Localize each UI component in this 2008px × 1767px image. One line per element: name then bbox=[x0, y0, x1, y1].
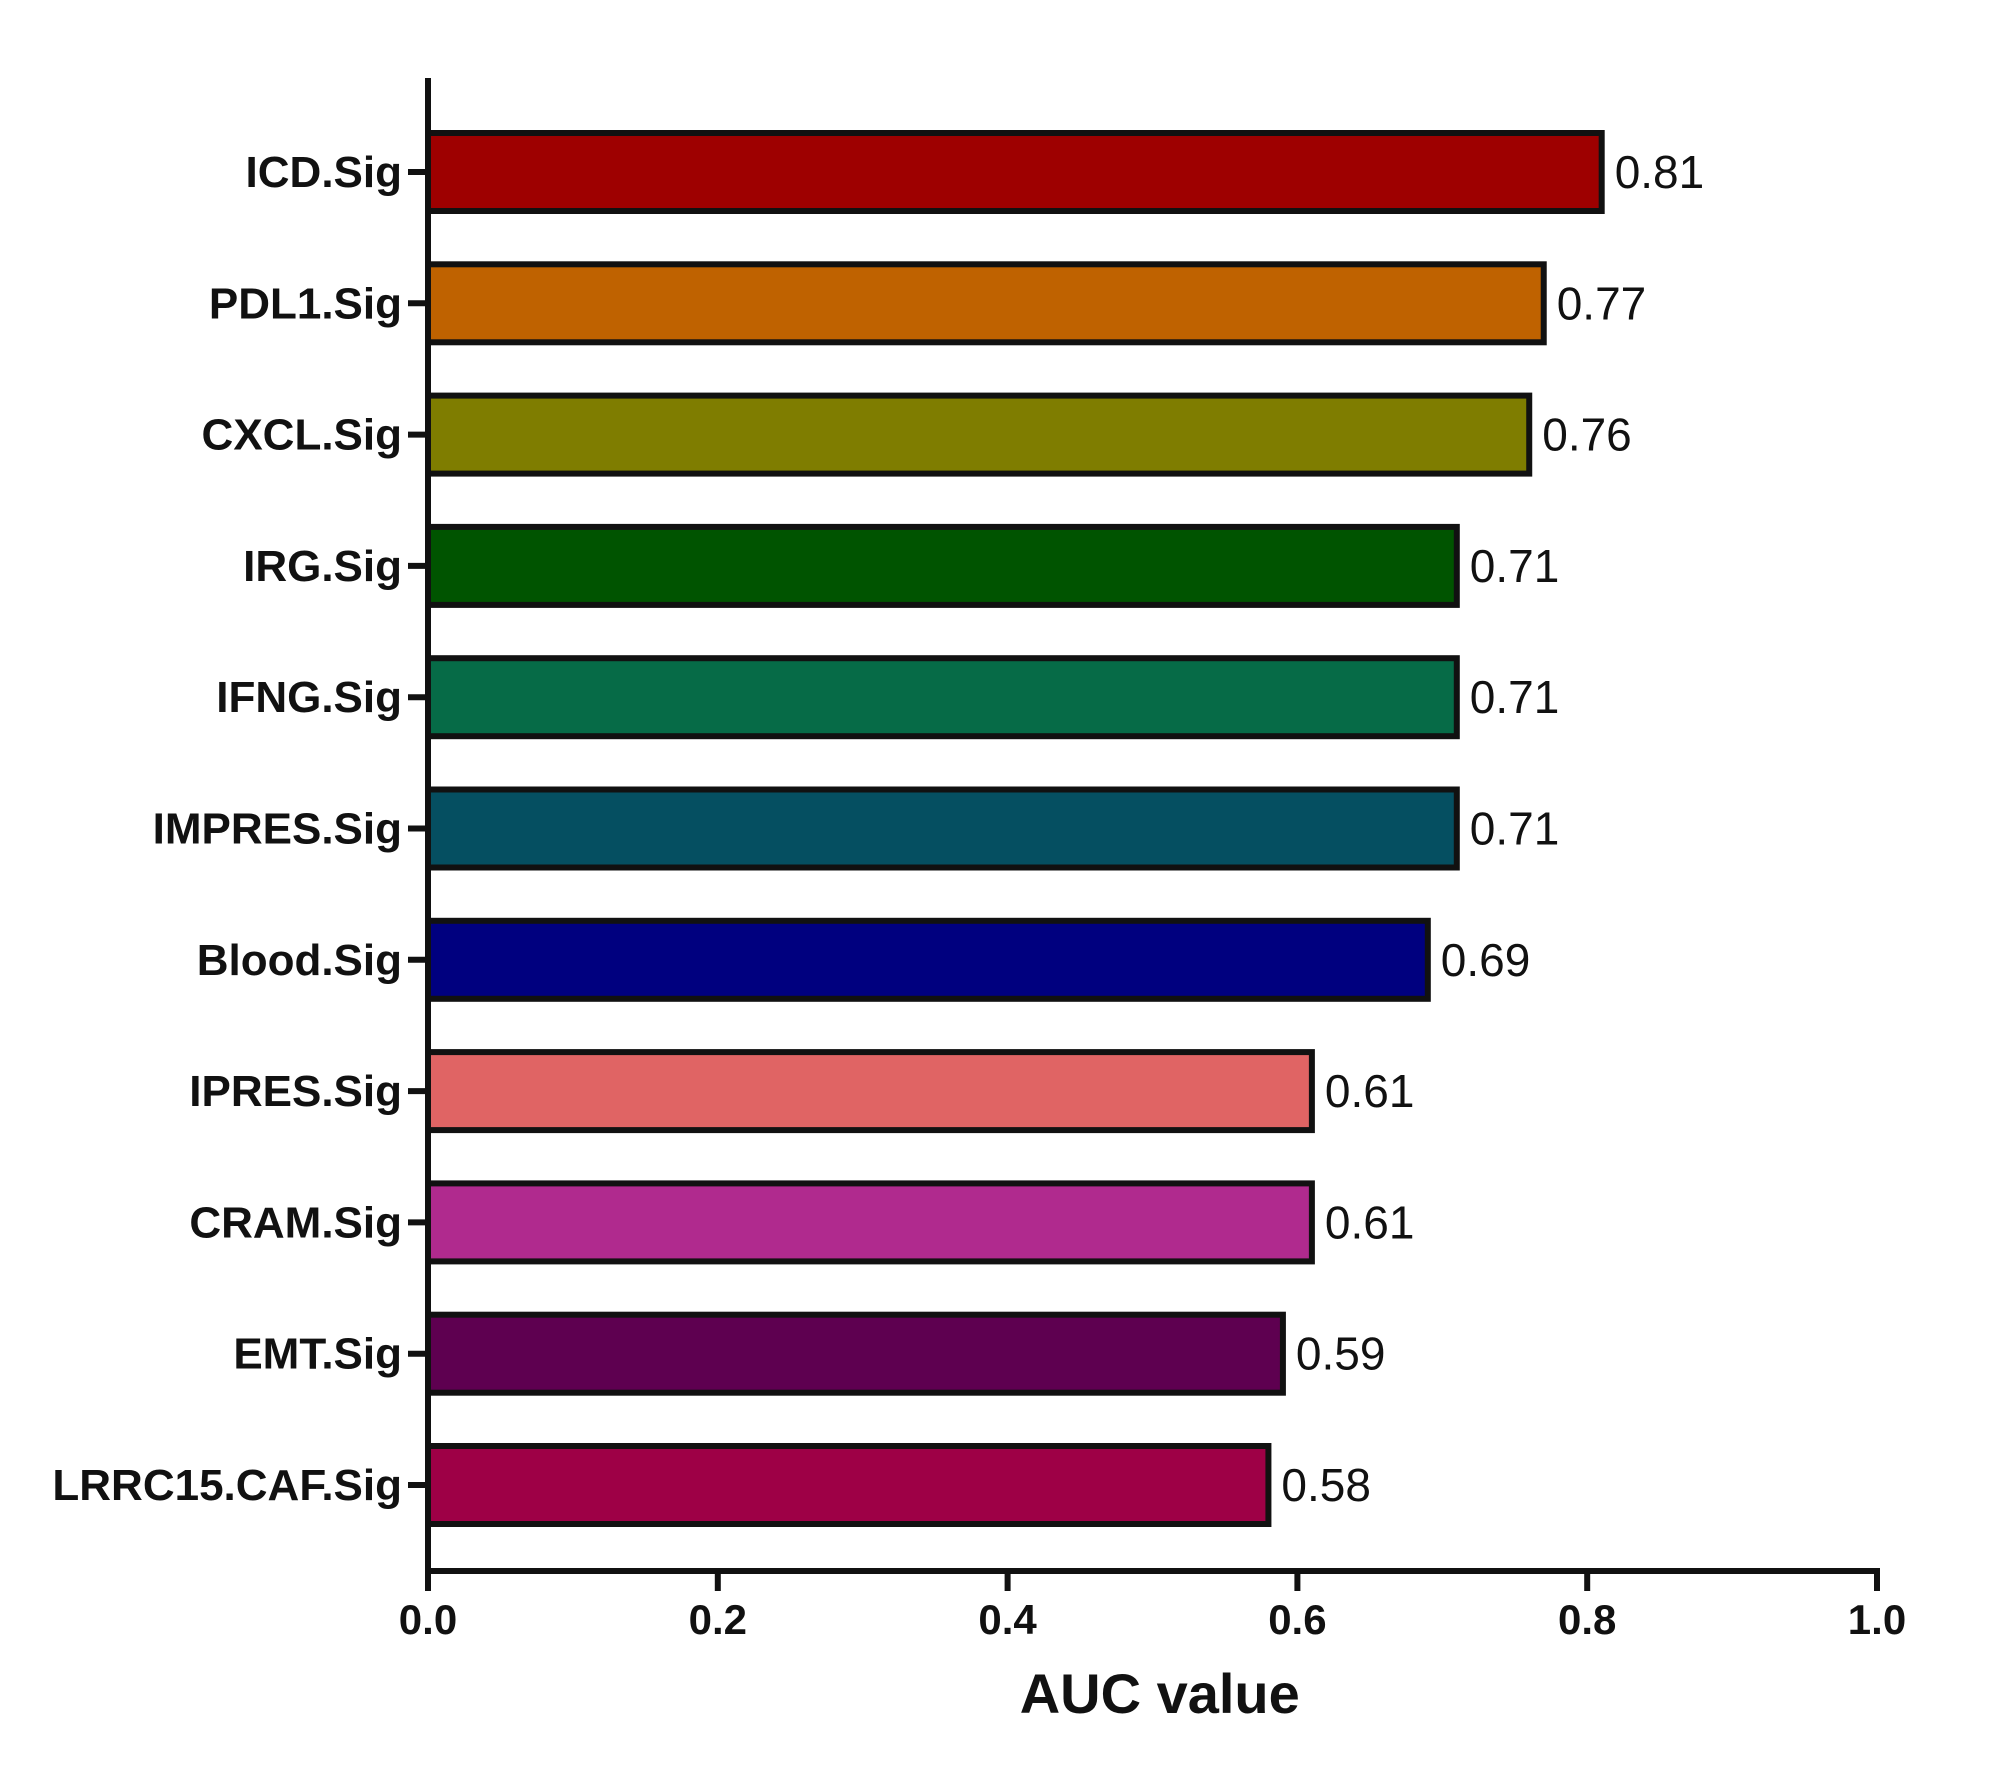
bar-ifng-sig bbox=[425, 655, 1460, 740]
bar-pdl1-sig bbox=[425, 261, 1547, 346]
bar-impres-sig bbox=[425, 786, 1460, 871]
value-label: 0.71 bbox=[1470, 540, 1560, 592]
category-label: EMT.Sig bbox=[233, 1330, 402, 1379]
category-label: PDL1.Sig bbox=[209, 279, 402, 328]
bars-layer bbox=[425, 130, 1605, 1527]
value-label: 0.58 bbox=[1281, 1459, 1371, 1511]
bar-irg-sig bbox=[425, 523, 1460, 608]
category-label: IPRES.Sig bbox=[189, 1067, 402, 1116]
x-tick-label: 1.0 bbox=[1848, 1596, 1906, 1643]
bar-ipres-sig bbox=[425, 1049, 1315, 1134]
x-tick-label: 0.6 bbox=[1268, 1596, 1326, 1643]
category-label: IFNG.Sig bbox=[216, 673, 402, 722]
bar-cxcl-sig bbox=[425, 392, 1533, 477]
value-label: 0.61 bbox=[1325, 1065, 1415, 1117]
category-label: ICD.Sig bbox=[246, 148, 402, 197]
labels-layer: ICD.Sig 0.81 PDL1.Sig 0.77 CXCL.Sig 0.76 IRG.S… bbox=[52, 146, 1906, 1643]
value-label: 0.61 bbox=[1325, 1196, 1415, 1248]
value-label: 0.71 bbox=[1470, 803, 1560, 855]
value-label: 0.71 bbox=[1470, 671, 1560, 723]
x-tick-label: 0.4 bbox=[978, 1596, 1037, 1643]
x-tick-label: 0.2 bbox=[689, 1596, 747, 1643]
bar-icd-sig bbox=[425, 130, 1605, 214]
value-label: 0.81 bbox=[1615, 146, 1705, 198]
x-tick-label: 0.8 bbox=[1558, 1596, 1616, 1643]
bar-cram-sig bbox=[425, 1180, 1315, 1265]
category-label: CXCL.Sig bbox=[202, 411, 402, 460]
value-label: 0.69 bbox=[1441, 934, 1531, 986]
value-label: 0.77 bbox=[1557, 277, 1647, 329]
category-label: IRG.Sig bbox=[243, 542, 402, 591]
value-label: 0.59 bbox=[1296, 1328, 1386, 1380]
value-label: 0.76 bbox=[1542, 409, 1632, 461]
bar-emt-sig bbox=[425, 1311, 1286, 1396]
bar-blood-sig bbox=[425, 917, 1431, 1002]
category-label: CRAM.Sig bbox=[189, 1198, 402, 1247]
category-label: Blood.Sig bbox=[197, 936, 402, 985]
category-label: IMPRES.Sig bbox=[153, 805, 402, 854]
category-label: LRRC15.CAF.Sig bbox=[52, 1461, 402, 1510]
bar-lrrc15-caf-sig bbox=[425, 1443, 1272, 1527]
x-tick-label: 0.0 bbox=[399, 1596, 457, 1643]
x-axis-title: AUC value bbox=[1020, 1662, 1300, 1725]
